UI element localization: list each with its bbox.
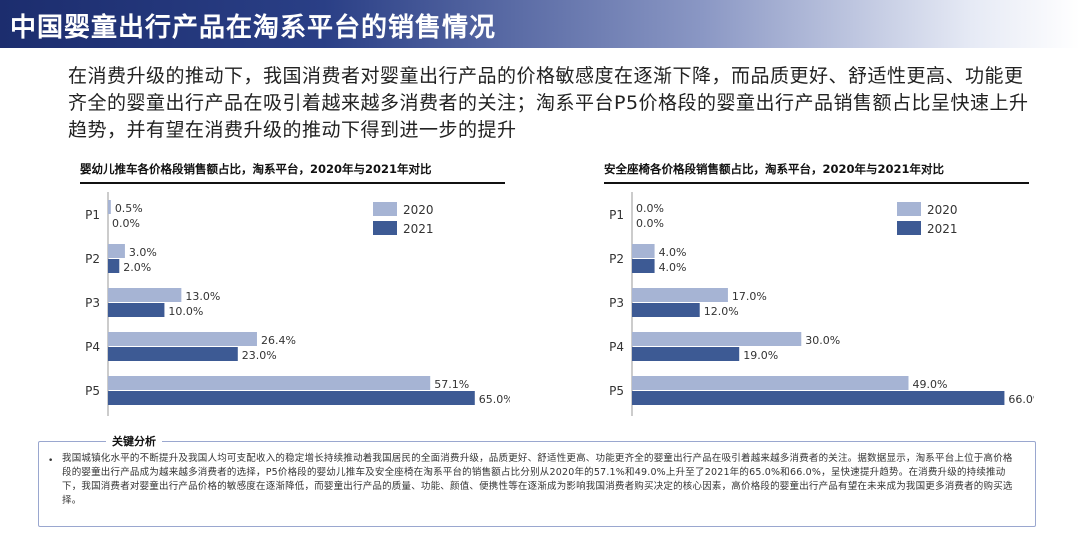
legend-label-2020: 2020 — [403, 203, 434, 217]
stroller-bar-chart: P1 0.5% 0.0% P2 3.0% 2.0% P3 13.0% 10.0% P4 26.4% 2… — [85, 192, 510, 416]
bar-2021-p2 — [632, 259, 655, 273]
data-label-2020-p5: 49.0% — [913, 378, 948, 391]
bar-2020-p5 — [632, 376, 909, 390]
legend-swatch-2021 — [373, 221, 397, 235]
legend-label-2020: 2020 — [927, 203, 958, 217]
category-label-p2: P2 — [609, 252, 624, 266]
title-bar: 中国婴童出行产品在淘系平台的销售情况 — [0, 0, 1080, 48]
bar-2021-p5 — [108, 391, 475, 405]
bar-2021-p5 — [632, 391, 1005, 405]
bar-2021-p3 — [632, 303, 700, 317]
category-label-p2: P2 — [85, 252, 100, 266]
category-label-p4: P4 — [609, 340, 624, 354]
data-label-2020-p3: 17.0% — [732, 290, 767, 303]
analysis-box — [38, 441, 1036, 527]
data-label-2021-p4: 19.0% — [743, 349, 778, 362]
stroller-chart-title: 婴幼儿推车各价格段销售额占比，淘系平台，2020年与2021年对比 — [80, 162, 432, 176]
data-label-2021-p2: 2.0% — [123, 261, 151, 274]
data-label-2021-p3: 12.0% — [704, 305, 739, 318]
category-label-p3: P3 — [609, 296, 624, 310]
legend-label-2021: 2021 — [927, 222, 958, 236]
bar-2021-p4 — [108, 347, 238, 361]
category-label-p1: P1 — [609, 208, 624, 222]
bar-2021-p4 — [632, 347, 740, 361]
data-label-2020-p1: 0.0% — [636, 202, 664, 215]
legend-swatch-2021 — [897, 221, 921, 235]
category-label-p5: P5 — [609, 384, 624, 398]
data-label-2020-p2: 4.0% — [659, 246, 687, 259]
data-label-2021-p1: 0.0% — [112, 217, 140, 230]
car-seat-chart-rule — [604, 182, 1029, 184]
intro-paragraph: 在消费升级的推动下，我国消费者对婴童出行产品的价格敏感度在逐渐下降，而品质更好、… — [68, 65, 1029, 141]
bar-2021-p2 — [108, 259, 120, 273]
car-seat-chart-panel: 安全座椅各价格段销售额占比，淘系平台，2020年与2021年对比 P1 0.0% 0… — [604, 158, 1034, 418]
legend-label-2021: 2021 — [403, 222, 434, 236]
category-label-p1: P1 — [85, 208, 100, 222]
bar-2020-p2 — [632, 244, 655, 258]
bar-2020-p4 — [632, 332, 802, 346]
data-label-2020-p3: 13.0% — [185, 290, 220, 303]
stroller-chart-panel: 婴幼儿推车各价格段销售额占比，淘系平台，2020年与2021年对比 P1 0.5%… — [80, 158, 510, 418]
data-label-2020-p4: 30.0% — [805, 334, 840, 347]
data-label-2020-p2: 3.0% — [129, 246, 157, 259]
bar-2020-p3 — [108, 288, 182, 302]
category-label-p4: P4 — [85, 340, 100, 354]
category-label-p5: P5 — [85, 384, 100, 398]
data-label-2021-p5: 65.0% — [479, 393, 510, 406]
legend-swatch-2020 — [897, 202, 921, 216]
bar-2020-p1 — [108, 200, 111, 214]
analysis-bullet: • — [48, 456, 54, 466]
legend-swatch-2020 — [373, 202, 397, 216]
analysis-text: 我国城镇化水平的不断提升及我国人均可支配收入的稳定增长持续推动着我国居民的全面消… — [62, 453, 1013, 506]
data-label-2020-p4: 26.4% — [261, 334, 296, 347]
data-label-2021-p4: 23.0% — [242, 349, 277, 362]
bar-2020-p3 — [632, 288, 728, 302]
stroller-chart-rule — [80, 182, 505, 184]
bar-2020-p4 — [108, 332, 257, 346]
page-title: 中国婴童出行产品在淘系平台的销售情况 — [10, 13, 497, 43]
bar-2021-p3 — [108, 303, 165, 317]
data-label-2021-p3: 10.0% — [168, 305, 203, 318]
data-label-2020-p5: 57.1% — [434, 378, 469, 391]
data-label-2020-p1: 0.5% — [115, 202, 143, 215]
bar-2020-p5 — [108, 376, 431, 390]
data-label-2021-p2: 4.0% — [659, 261, 687, 274]
data-label-2021-p5: 66.0% — [1008, 393, 1034, 406]
bar-2020-p2 — [108, 244, 125, 258]
category-label-p3: P3 — [85, 296, 100, 310]
car-seat-bar-chart: P1 0.0% 0.0% P2 4.0% 4.0% P3 17.0% 12.0% P4 30.0% 1… — [609, 192, 1034, 416]
analysis-heading: 关键分析 — [106, 433, 162, 449]
data-label-2021-p1: 0.0% — [636, 217, 664, 230]
car-seat-chart-title: 安全座椅各价格段销售额占比，淘系平台，2020年与2021年对比 — [604, 162, 945, 176]
